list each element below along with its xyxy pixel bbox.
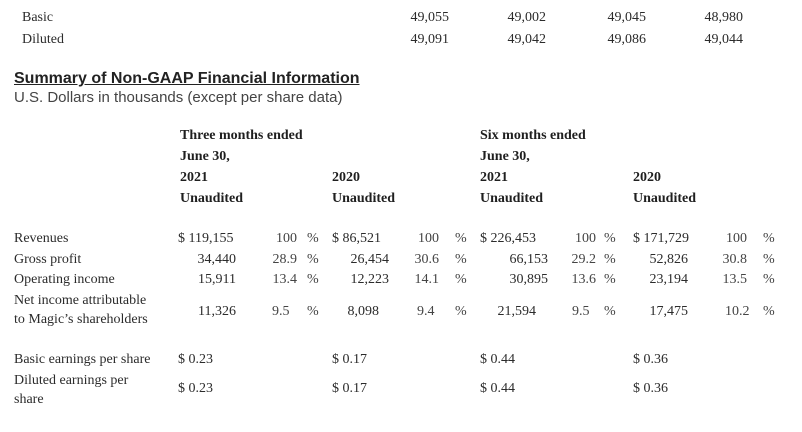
cell-percent: 13.5 <box>722 272 748 287</box>
cell-value: 15,911 <box>198 272 236 287</box>
shares-basic-value: 49,002 <box>507 10 547 25</box>
eps-diluted-label-line2: share <box>14 392 44 407</box>
cell-value: 30,895 <box>509 272 549 287</box>
eps-diluted-value: $ 0.44 <box>480 381 515 396</box>
shares-basic-value: 48,980 <box>704 10 744 25</box>
header-june30: June 30, <box>480 149 530 164</box>
header-year-2020: 2020 <box>332 170 360 185</box>
summary-title: Summary of Non-GAAP Financial Informatio… <box>14 70 360 87</box>
header-year-2020: 2020 <box>633 170 661 185</box>
cell-percent: 14.1 <box>414 272 440 287</box>
summary-subtitle: U.S. Dollars in thousands (except per sh… <box>14 89 343 106</box>
cell-percent: 10.2 <box>725 304 750 319</box>
cell-percent: 13.6 <box>571 272 597 287</box>
eps-basic-value: $ 0.36 <box>633 352 668 367</box>
cell-percent-sign: % <box>455 272 467 287</box>
cell-percent: 30.6 <box>414 252 440 267</box>
cell-percent-sign: % <box>307 252 319 267</box>
cell-value: 66,153 <box>509 252 549 267</box>
cell-percent: 29.2 <box>571 252 597 267</box>
shares-basic-value: 49,045 <box>607 10 647 25</box>
cell-value: $ 226,453 <box>480 231 536 246</box>
cell-percent: 100 <box>726 231 747 246</box>
eps-basic-label: Basic earnings per share <box>14 352 151 367</box>
cell-percent-sign: % <box>307 304 319 319</box>
cell-percent-sign: % <box>604 252 616 267</box>
eps-basic-value: $ 0.17 <box>332 352 367 367</box>
cell-value: 52,826 <box>649 252 689 267</box>
cell-percent: 100 <box>575 231 596 246</box>
shares-basic-label: Basic <box>22 10 54 25</box>
header-june30: June 30, <box>180 149 230 164</box>
eps-basic-value: $ 0.23 <box>178 352 213 367</box>
header-unaudited: Unaudited <box>332 191 396 206</box>
cell-percent-sign: % <box>455 252 467 267</box>
cell-value: 26,454 <box>350 252 390 267</box>
shares-diluted-value: 49,042 <box>507 32 547 47</box>
cell-percent-sign: % <box>763 272 775 287</box>
row-label: Revenues <box>14 231 69 246</box>
cell-value: 11,326 <box>198 304 236 319</box>
cell-value: 17,475 <box>649 304 689 319</box>
cell-percent: 9.5 <box>272 304 290 319</box>
cell-value: 21,594 <box>497 304 537 319</box>
cell-percent-sign: % <box>604 304 616 319</box>
header-unaudited: Unaudited <box>180 191 244 206</box>
header-three-months: Three months ended <box>180 128 303 143</box>
cell-value: 8,098 <box>347 304 380 319</box>
eps-diluted-value: $ 0.36 <box>633 381 668 396</box>
cell-percent-sign: % <box>604 272 616 287</box>
cell-percent-sign: % <box>604 231 616 246</box>
shares-diluted-value: 49,044 <box>704 32 744 47</box>
header-six-months: Six months ended <box>480 128 586 143</box>
row-label: Gross profit <box>14 252 82 267</box>
cell-percent: 9.5 <box>572 304 590 319</box>
cell-value: 12,223 <box>350 272 390 287</box>
cell-value: 34,440 <box>197 252 237 267</box>
cell-percent: 100 <box>276 231 297 246</box>
cell-percent: 13.4 <box>272 272 298 287</box>
cell-value: $ 86,521 <box>332 231 381 246</box>
cell-percent: 28.9 <box>272 252 298 267</box>
cell-percent: 30.8 <box>722 252 748 267</box>
header-year-2021: 2021 <box>180 170 208 185</box>
shares-basic-value: 49,055 <box>410 10 450 25</box>
shares-diluted-label: Diluted <box>22 32 64 47</box>
eps-diluted-label-line1: Diluted earnings per <box>14 373 129 388</box>
cell-value: $ 119,155 <box>178 231 234 246</box>
cell-percent: 100 <box>418 231 439 246</box>
shares-diluted-value: 49,091 <box>410 32 450 47</box>
eps-basic-value: $ 0.44 <box>480 352 515 367</box>
row-label: Operating income <box>14 272 115 287</box>
cell-percent-sign: % <box>307 272 319 287</box>
cell-percent-sign: % <box>455 304 467 319</box>
cell-percent-sign: % <box>307 231 319 246</box>
cell-value: $ 171,729 <box>633 231 689 246</box>
shares-diluted-value: 49,086 <box>607 32 647 47</box>
eps-diluted-value: $ 0.17 <box>332 381 367 396</box>
cell-percent-sign: % <box>763 231 775 246</box>
cell-percent-sign: % <box>763 252 775 267</box>
row-label-line1: Net income attributable <box>14 293 147 308</box>
header-year-2021: 2021 <box>480 170 508 185</box>
cell-percent: 9.4 <box>417 304 435 319</box>
cell-percent-sign: % <box>763 304 775 319</box>
cell-percent-sign: % <box>455 231 467 246</box>
cell-value: 23,194 <box>649 272 689 287</box>
row-label-line2: to Magic’s shareholders <box>14 312 148 327</box>
header-unaudited: Unaudited <box>480 191 544 206</box>
header-unaudited: Unaudited <box>633 191 697 206</box>
eps-diluted-value: $ 0.23 <box>178 381 213 396</box>
